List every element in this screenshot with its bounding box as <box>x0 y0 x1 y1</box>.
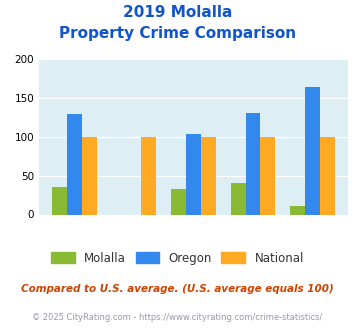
Bar <box>231 183 246 214</box>
Legend: Molalla, Oregon, National: Molalla, Oregon, National <box>47 247 308 269</box>
Bar <box>82 137 97 214</box>
Bar <box>186 134 201 214</box>
Bar <box>52 186 67 214</box>
Text: 2019 Molalla: 2019 Molalla <box>123 5 232 20</box>
Text: Compared to U.S. average. (U.S. average equals 100): Compared to U.S. average. (U.S. average … <box>21 284 334 294</box>
Bar <box>141 137 156 214</box>
Bar <box>320 137 335 214</box>
Bar <box>201 137 216 214</box>
Text: Property Crime Comparison: Property Crime Comparison <box>59 26 296 41</box>
Bar <box>290 206 305 214</box>
Bar <box>246 113 261 214</box>
Bar <box>305 87 320 214</box>
Bar <box>261 137 275 214</box>
Bar <box>171 189 186 214</box>
Bar <box>67 115 82 214</box>
Text: © 2025 CityRating.com - https://www.cityrating.com/crime-statistics/: © 2025 CityRating.com - https://www.city… <box>32 314 323 322</box>
